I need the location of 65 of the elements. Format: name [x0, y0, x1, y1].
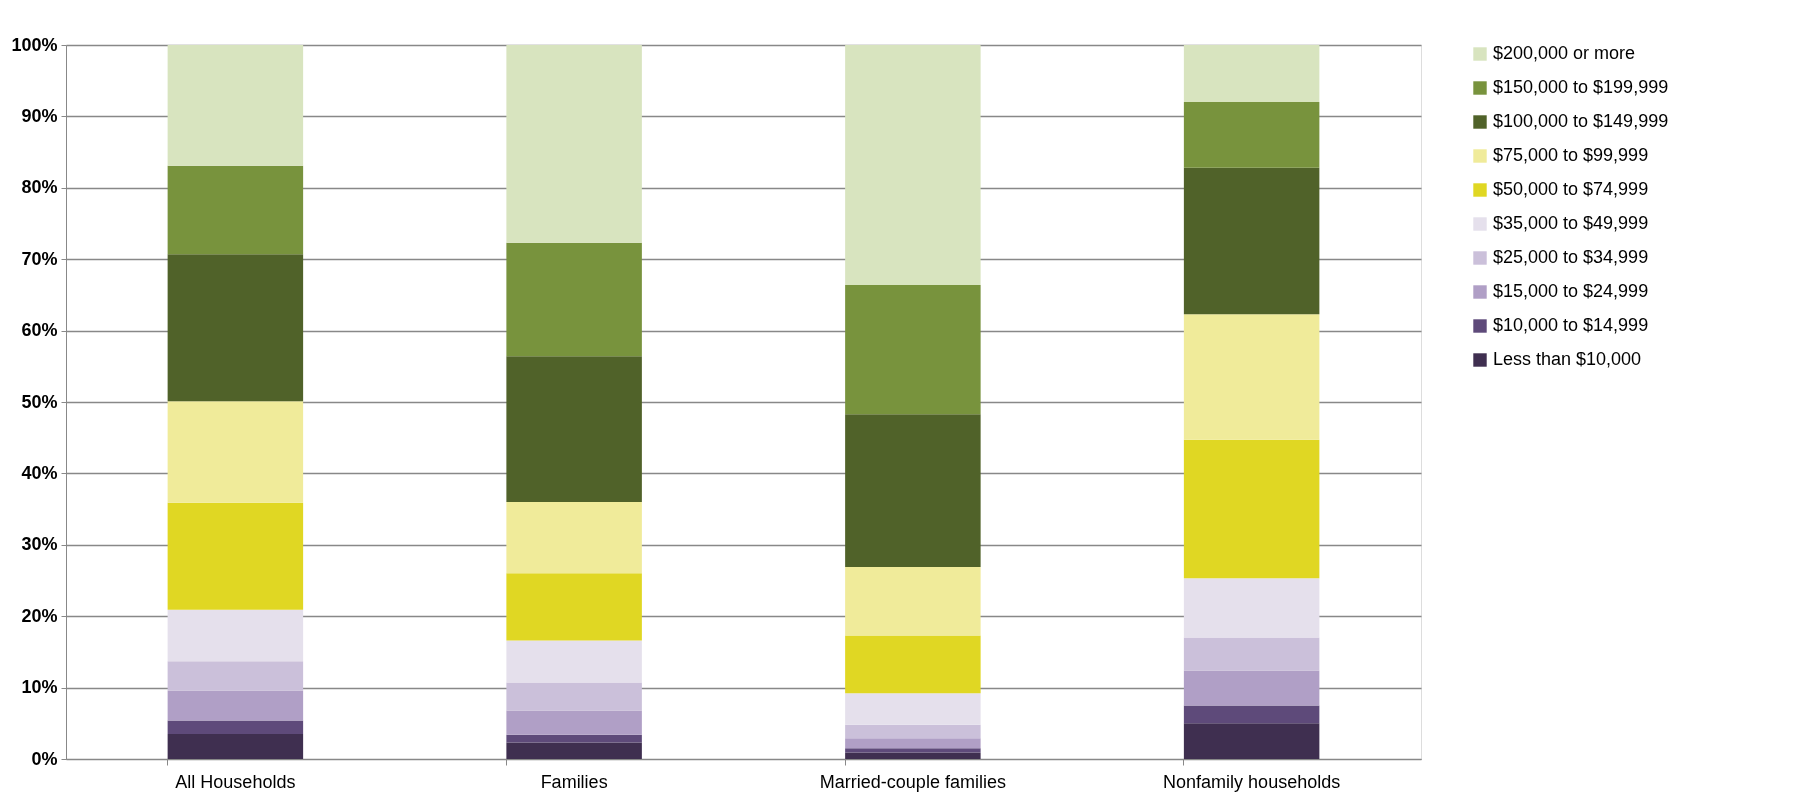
- bar: [506, 501, 642, 574]
- bar: [1183, 723, 1320, 759]
- bar: [167, 720, 304, 735]
- legend-label: Less than $10,000: [1493, 349, 1642, 369]
- bar: [167, 609, 304, 662]
- bar: [506, 710, 642, 735]
- y-tick-label: 10%: [21, 677, 58, 698]
- y-tick-label: 100%: [11, 34, 58, 55]
- legend-label: $10,000 to $14,999: [1493, 315, 1649, 335]
- y-tick-label: 40%: [21, 462, 58, 483]
- bar: [506, 356, 642, 502]
- bar: [1183, 637, 1320, 671]
- bar: [1183, 45, 1320, 103]
- bar: [845, 738, 981, 749]
- y-tick-label: 80%: [21, 177, 58, 198]
- y-tick-label: 60%: [21, 320, 58, 341]
- bar: [1183, 314, 1320, 440]
- x-tick-label: Married-couple families: [819, 771, 1006, 792]
- bar: [845, 748, 981, 753]
- bar: [506, 640, 642, 683]
- bar: [506, 742, 642, 759]
- bar: [167, 502, 304, 610]
- legend-label: $200,000 or more: [1493, 43, 1636, 63]
- bar: [845, 724, 981, 739]
- bar: [167, 45, 304, 166]
- bar: [845, 752, 981, 759]
- bar: [506, 45, 642, 243]
- legend-label: $150,000 to $199,999: [1493, 77, 1669, 97]
- bar: [1183, 670, 1320, 706]
- legend-label: $25,000 to $34,999: [1493, 247, 1649, 267]
- bar: [167, 165, 304, 255]
- bar: [506, 242, 642, 357]
- bar: [167, 254, 304, 402]
- legend-label: $75,000 to $99,999: [1493, 145, 1649, 165]
- bar: [1183, 167, 1320, 315]
- y-tick-label: 30%: [21, 534, 58, 555]
- y-tick-label: 0%: [31, 748, 58, 769]
- y-tick-label: 70%: [21, 248, 58, 269]
- bar: [167, 690, 304, 721]
- bar: [1183, 578, 1320, 638]
- x-tick-label: All Households: [175, 771, 296, 792]
- bar: [845, 414, 981, 567]
- bar: [167, 661, 304, 691]
- y-tick-label: 90%: [21, 105, 58, 126]
- y-tick-label: 20%: [21, 605, 58, 626]
- legend-label: $100,000 to $149,999: [1493, 111, 1669, 131]
- x-tick-label: Nonfamily households: [1163, 771, 1341, 792]
- bar: [506, 682, 642, 711]
- bar: [845, 693, 981, 725]
- bar: [845, 635, 981, 694]
- bar: [1183, 102, 1320, 168]
- bar: [506, 734, 642, 743]
- legend-label: $15,000 to $24,999: [1493, 281, 1649, 301]
- bar: [1183, 439, 1320, 579]
- legend-label: $50,000 to $74,999: [1493, 179, 1649, 199]
- bar: [167, 734, 304, 759]
- bar: [167, 401, 304, 503]
- bar: [845, 45, 981, 285]
- legend-label: $35,000 to $49,999: [1493, 213, 1649, 233]
- bar: [1183, 705, 1320, 724]
- bar: [845, 566, 981, 636]
- bar: [845, 284, 981, 415]
- bar: [506, 573, 642, 641]
- x-tick-label: Families: [540, 771, 608, 792]
- y-tick-label: 50%: [21, 391, 58, 412]
